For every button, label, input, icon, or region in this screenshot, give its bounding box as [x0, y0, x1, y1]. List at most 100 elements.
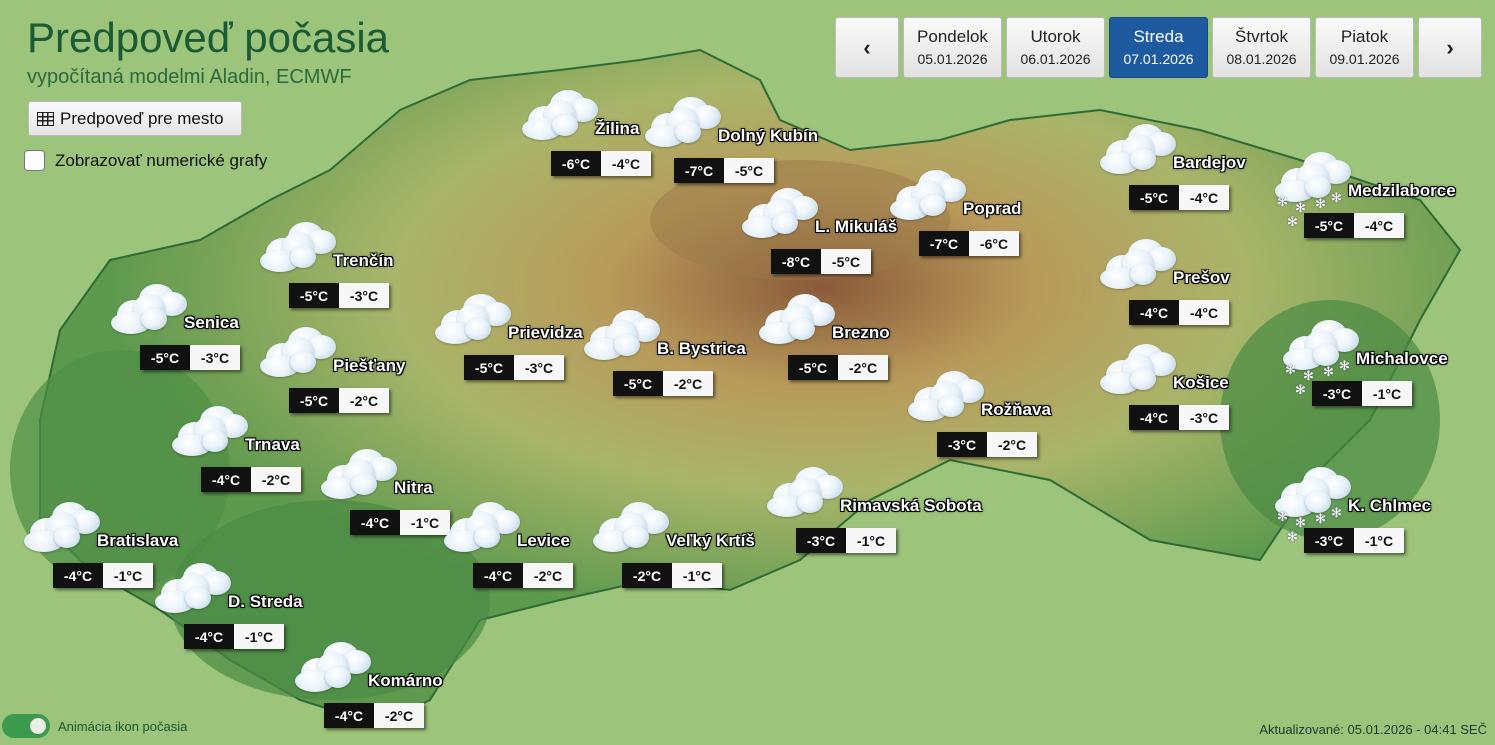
day-date: 06.01.2026 [1020, 51, 1091, 67]
temp-max: -1°C [1362, 381, 1412, 406]
city-name[interactable]: Brezno [832, 323, 890, 342]
city-name[interactable]: Bardejov [1173, 153, 1246, 172]
temp-max: -1°C [400, 510, 450, 535]
cloudy-icon [1100, 342, 1180, 402]
updated-timestamp: Aktualizované: 05.01.2026 - 04:41 SEČ [1259, 722, 1487, 737]
city-name[interactable]: L. Mikuláš [815, 217, 898, 236]
temperature-range: -5°C -3°C [464, 355, 564, 380]
cloudy-icon [1100, 237, 1180, 297]
city-name[interactable]: Veľký Krtíš [666, 531, 755, 550]
next-day-button[interactable]: › [1418, 17, 1482, 78]
tab-day-4[interactable]: Piatok 09.01.2026 [1315, 17, 1414, 78]
numeric-graphs-option[interactable]: Zobrazovať numerické grafy [24, 150, 267, 171]
animation-label: Animácia ikon počasia [58, 718, 188, 734]
tab-day-2[interactable]: Streda 07.01.2026 [1109, 17, 1208, 78]
day-selector: ‹ Pondelok 05.01.2026 Utorok 06.01.2026 St… [835, 17, 1482, 78]
city-name[interactable]: Trenčín [333, 251, 394, 270]
temp-max: -4°C [601, 151, 651, 176]
day-name: Utorok [1030, 27, 1081, 46]
temp-min: -4°C [53, 563, 103, 588]
temp-min: -4°C [1129, 405, 1179, 430]
city-name[interactable]: Prievidza [508, 323, 583, 342]
temp-min: -5°C [788, 355, 838, 380]
temperature-range: -5°C -3°C [140, 345, 240, 370]
city-name[interactable]: Poprad [963, 199, 1022, 218]
city-name[interactable]: Nitra [394, 478, 433, 497]
cloudy-icon [444, 500, 524, 560]
temperature-range: -4°C -1°C [184, 624, 284, 649]
temp-min: -4°C [324, 703, 374, 728]
city-name[interactable]: Medzilaborce [1348, 181, 1456, 200]
cloudy-icon [584, 308, 664, 368]
city-name[interactable]: Rožňava [981, 400, 1051, 419]
temp-min: -2°C [622, 563, 672, 588]
animation-toggle-row[interactable]: Animácia ikon počasia [2, 714, 187, 738]
city-name[interactable]: K. Chlmec [1348, 496, 1432, 515]
temp-max: -1°C [103, 563, 153, 588]
temp-max: -3°C [190, 345, 240, 370]
temp-max: -2°C [339, 388, 389, 413]
temp-max: -4°C [1354, 213, 1404, 238]
city-forecast-button[interactable]: Predpoveď pre mesto [28, 101, 242, 136]
day-date: 05.01.2026 [917, 51, 988, 67]
temp-max: -3°C [514, 355, 564, 380]
temp-min: -5°C [289, 388, 339, 413]
day-name: Pondelok [917, 27, 988, 46]
page-title: Predpoveď počasia [27, 14, 390, 61]
cloudy-icon [24, 500, 104, 560]
cloudy-icon [155, 561, 235, 621]
cloudy-icon [260, 325, 340, 385]
animation-toggle[interactable] [2, 714, 50, 738]
city-name[interactable]: Prešov [1173, 268, 1230, 287]
temp-min: -5°C [140, 345, 190, 370]
prev-day-button[interactable]: ‹ [835, 17, 899, 78]
tab-day-1[interactable]: Utorok 06.01.2026 [1006, 17, 1105, 78]
temp-min: -4°C [201, 467, 251, 492]
cloudy-icon [1100, 122, 1180, 182]
cloudy-icon [260, 220, 340, 280]
numeric-graphs-checkbox[interactable] [24, 150, 45, 171]
temp-min: -5°C [1304, 213, 1354, 238]
temperature-range: -5°C -4°C [1129, 185, 1229, 210]
city-name[interactable]: Rimavská Sobota [840, 496, 982, 515]
city-name[interactable]: Piešťany [333, 356, 406, 375]
city-name[interactable]: Michalovce [1356, 349, 1448, 368]
cloudy-icon [908, 369, 988, 429]
temperature-range: -4°C -1°C [53, 563, 153, 588]
temp-min: -4°C [350, 510, 400, 535]
temp-max: -2°C [987, 432, 1037, 457]
city-name[interactable]: Levice [517, 531, 570, 550]
numeric-graphs-label: Zobrazovať numerické grafy [55, 150, 268, 170]
temp-max: -3°C [339, 283, 389, 308]
city-name[interactable]: Komárno [368, 671, 443, 690]
city-name[interactable]: D. Streda [228, 592, 303, 611]
temperature-range: -4°C -2°C [324, 703, 424, 728]
temp-max: -2°C [523, 563, 573, 588]
city-name[interactable]: Žilina [595, 119, 640, 138]
cloudy-icon [742, 186, 822, 246]
cloudy-icon [759, 292, 839, 352]
temp-max: -1°C [846, 528, 896, 553]
tab-day-0[interactable]: Pondelok 05.01.2026 [903, 17, 1002, 78]
temp-max: -6°C [969, 231, 1019, 256]
city-name[interactable]: Dolný Kubín [718, 126, 819, 145]
city-name[interactable]: Trnava [245, 435, 300, 454]
city-name[interactable]: Košice [1173, 373, 1229, 392]
city-name[interactable]: Bratislava [97, 531, 179, 550]
cloudy-snow-icon: ✻ ✻ ✻ ✻ ✻ [1275, 150, 1355, 229]
cloudy-snow-icon: ✻ ✻ ✻ ✻ ✻ [1275, 465, 1355, 544]
temperature-range: -6°C -4°C [551, 151, 651, 176]
city-name[interactable]: B. Bystrica [657, 339, 746, 358]
tab-day-3[interactable]: Štvrtok 08.01.2026 [1212, 17, 1311, 78]
city-name[interactable]: Senica [184, 313, 239, 332]
cloudy-icon [890, 168, 970, 228]
day-name: Štvrtok [1235, 27, 1288, 46]
temp-min: -7°C [674, 158, 724, 183]
day-name: Streda [1133, 27, 1184, 46]
temp-min: -3°C [1304, 528, 1354, 553]
cloudy-icon [522, 88, 602, 148]
chevron-left-icon: ‹ [863, 34, 871, 60]
temp-min: -5°C [289, 283, 339, 308]
cloudy-icon [645, 95, 725, 155]
